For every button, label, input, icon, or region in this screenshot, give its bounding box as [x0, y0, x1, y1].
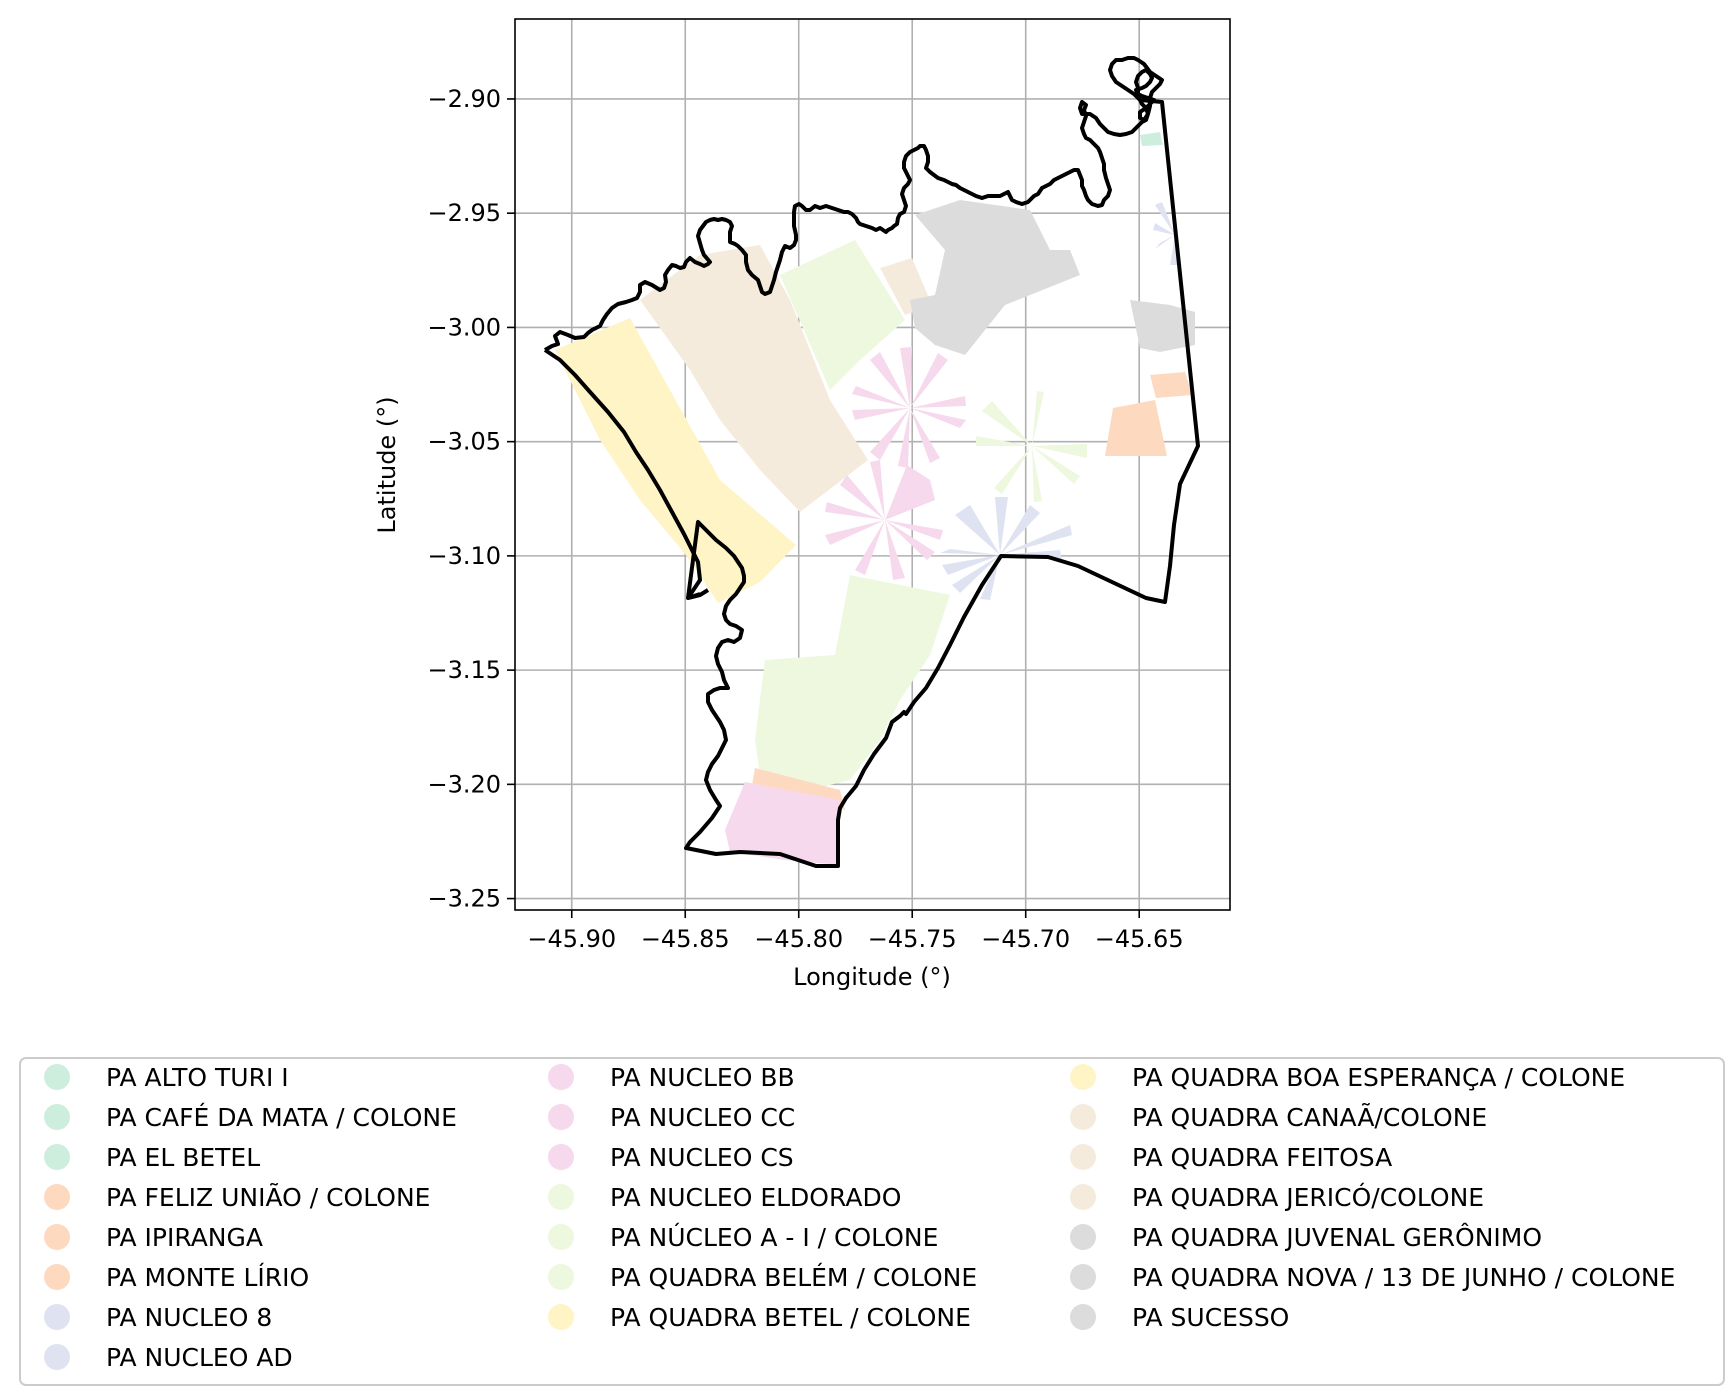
y-tick-label: −3.10: [427, 542, 501, 570]
legend-marker: [548, 1264, 574, 1290]
settlement-polygon: [640, 245, 868, 512]
x-tick-label: −45.80: [754, 925, 843, 953]
legend-marker: [548, 1144, 574, 1170]
settlement-polygon: [1140, 132, 1163, 146]
settlement-polygon: [755, 575, 950, 795]
legend-label: PA NÚCLEO A - I / COLONE: [610, 1222, 938, 1252]
y-ticks: −2.90 −2.95 −3.00 −3.05 −3.10 −3.15 −3.20 −3.25: [427, 85, 515, 913]
legend-marker: [548, 1064, 574, 1090]
x-tick-label: −45.65: [1095, 925, 1184, 953]
municipality-boundary-west: [543, 348, 702, 600]
pinwheel-lot-pink-south: [825, 460, 943, 580]
y-tick-label: −3.20: [427, 770, 501, 798]
settlement-polygon: [1130, 300, 1195, 352]
legend-label: PA NUCLEO BB: [610, 1063, 795, 1092]
legend-label: PA QUADRA BETEL / COLONE: [610, 1303, 971, 1332]
legend-marker: [44, 1224, 70, 1250]
legend-marker: [44, 1344, 70, 1370]
pinwheel-lot-pink-north: [852, 347, 966, 468]
legend-marker: [44, 1264, 70, 1290]
legend-label: PA QUADRA NOVA / 13 DE JUNHO / COLONE: [1132, 1263, 1675, 1292]
legend: PA ALTO TURI I PA CAFÉ DA MATA / COLONE PA…: [44, 1063, 1675, 1372]
legend-marker: [1070, 1184, 1096, 1210]
legend-marker: [548, 1184, 574, 1210]
x-axis-label: Longitude (°): [793, 963, 951, 991]
legend-label: PA ALTO TURI I: [106, 1063, 289, 1092]
legend-marker: [44, 1064, 70, 1090]
legend-marker: [44, 1304, 70, 1330]
legend-label: PA QUADRA CANAÃ/COLONE: [1132, 1102, 1487, 1132]
legend-label: PA QUADRA JERICÓ/COLONE: [1132, 1182, 1484, 1212]
y-tick-label: −3.25: [427, 885, 501, 913]
y-tick-label: −2.90: [427, 85, 501, 113]
x-tick-label: −45.85: [641, 925, 730, 953]
settlement-polygon: [1150, 372, 1192, 398]
x-tick-label: −45.70: [981, 925, 1070, 953]
settlement-polygon: [780, 240, 905, 390]
legend-label: PA NUCLEO ELDORADO: [610, 1183, 901, 1212]
legend-marker: [548, 1104, 574, 1130]
y-tick-label: −3.00: [427, 313, 501, 341]
legend-label: PA NUCLEO CS: [610, 1143, 794, 1172]
y-tick-label: −3.05: [427, 428, 501, 456]
legend-label: PA CAFÉ DA MATA / COLONE: [106, 1103, 457, 1132]
legend-marker: [44, 1144, 70, 1170]
y-tick-label: −3.15: [427, 656, 501, 684]
x-ticks: −45.90 −45.85 −45.80 −45.75 −45.70 −45.65: [527, 910, 1184, 953]
legend-label: PA SUCESSO: [1132, 1303, 1289, 1332]
settlement-polygon: [725, 782, 840, 865]
legend-label: PA MONTE LÍRIO: [106, 1263, 309, 1292]
axes-frame: [514, 18, 1231, 911]
settlement-polygon: [1105, 400, 1167, 456]
legend-marker: [1070, 1064, 1096, 1090]
legend-label: PA NUCLEO CC: [610, 1103, 795, 1132]
legend-marker: [44, 1184, 70, 1210]
settlement-polygons: [555, 132, 1195, 865]
x-tick-label: −45.75: [868, 925, 957, 953]
pinwheel-lot-green: [976, 391, 1087, 502]
x-tick-label: −45.90: [527, 925, 616, 953]
legend-marker: [1070, 1144, 1096, 1170]
legend-label: PA QUADRA BOA ESPERANÇA / COLONE: [1132, 1063, 1625, 1092]
legend-label: PA FELIZ UNIÃO / COLONE: [106, 1182, 430, 1212]
legend-frame: [19, 1057, 1725, 1386]
y-tick-label: −2.95: [427, 199, 501, 227]
legend-marker: [44, 1104, 70, 1130]
legend-label: PA EL BETEL: [106, 1143, 260, 1172]
settlement-polygon: [910, 200, 1080, 355]
legend-marker: [1070, 1304, 1096, 1330]
y-axis-label: Latitude (°): [373, 396, 401, 533]
legend-label: PA QUADRA JUVENAL GERÔNIMO: [1132, 1222, 1542, 1252]
legend-label: PA NUCLEO 8: [106, 1303, 272, 1332]
legend-marker: [548, 1224, 574, 1250]
legend-label: PA NUCLEO AD: [106, 1343, 293, 1372]
pinwheel-lot-blue-small: [1153, 202, 1177, 265]
legend-marker: [548, 1304, 574, 1330]
legend-marker: [1070, 1104, 1096, 1130]
legend-marker: [1070, 1224, 1096, 1250]
legend-label: PA IPIRANGA: [106, 1223, 263, 1252]
legend-label: PA QUADRA BELÉM / COLONE: [610, 1263, 977, 1292]
settlement-polygon: [555, 318, 796, 603]
legend-marker: [1070, 1264, 1096, 1290]
legend-label: PA QUADRA FEITOSA: [1132, 1143, 1392, 1172]
